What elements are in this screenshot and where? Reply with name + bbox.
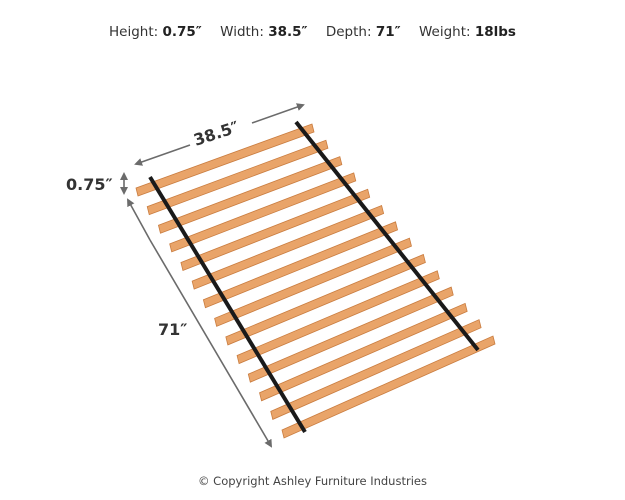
slat: [225, 253, 426, 346]
slat: [247, 286, 454, 383]
slat: [191, 204, 385, 290]
right-strap: [294, 120, 480, 352]
slat: [270, 319, 482, 420]
left-strap: [148, 175, 307, 434]
spec-label: Weight:: [418, 24, 471, 40]
slat: [259, 302, 468, 402]
depth-arrow: [149, 239, 273, 448]
slat: [135, 123, 315, 197]
slat: [180, 188, 371, 272]
specifications-bar: Height: 0.75″ Width: 38.5″ Depth: 71″ We…: [0, 24, 625, 40]
copyright: © Copyright Ashley Furniture Industries: [198, 474, 427, 488]
slat: [157, 156, 343, 234]
slats: [135, 123, 496, 439]
slat: [202, 221, 399, 309]
height-label: 0.75″: [66, 175, 113, 194]
slat: [146, 139, 329, 216]
depth-arrow: [127, 198, 151, 241]
width-arrow: [251, 103, 305, 124]
width-arrow: [134, 144, 191, 166]
slat: [214, 237, 412, 327]
spec-value: 71″: [375, 24, 401, 40]
spec-weight: Weight: 18lbs: [419, 24, 516, 40]
spec-value: 38.5″: [268, 24, 308, 40]
spec-value: 0.75″: [162, 24, 202, 40]
spec-label: Width:: [220, 24, 264, 40]
spec-depth: Depth: 71″: [326, 24, 401, 40]
slat: [281, 335, 496, 439]
spec-label: Depth:: [325, 24, 372, 40]
slat: [236, 270, 440, 365]
spec-height: Height: 0.75″: [109, 24, 202, 40]
depth-label: 71″: [158, 320, 188, 339]
spec-width: Width: 38.5″: [220, 24, 307, 40]
spec-value: 18lbs: [474, 24, 516, 40]
spec-label: Height:: [109, 24, 159, 40]
slat: [169, 172, 357, 253]
